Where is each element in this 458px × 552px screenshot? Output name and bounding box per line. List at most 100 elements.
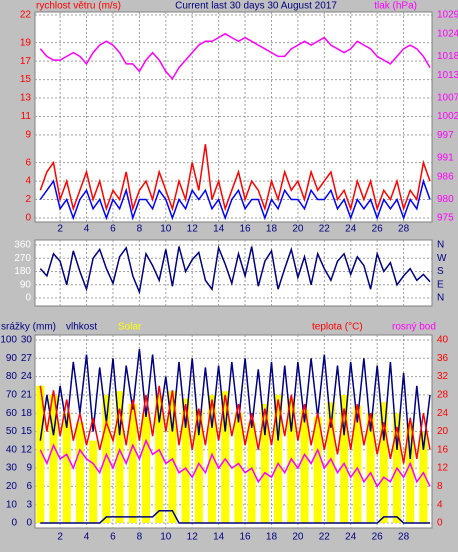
bar [274,394,283,523]
y-tick-label: 36 [437,353,449,364]
bar [419,431,428,523]
y-tick-label: 2 [25,194,31,205]
line [39,349,431,459]
y-tick-label: 1002 [437,111,458,122]
bar [36,385,45,523]
y-tick-label: 20 [437,426,449,437]
y-tick-label: 21 [21,390,33,401]
x-tick-label: 20 [292,224,304,235]
bar [168,391,177,523]
bar [406,422,415,523]
y-tick-label: 24 [437,408,449,419]
y-tick-label: 975 [437,213,454,224]
bar [89,440,98,523]
x-tick-label: 12 [187,532,199,543]
y-tick-label: 11 [21,111,32,122]
bar [287,398,296,523]
y-tick-label: 15 [20,74,32,85]
x-tick-label: 22 [319,224,331,235]
x-tick-label: 18 [266,224,278,235]
x-tick-label: 16 [239,224,251,235]
bar [353,405,362,523]
y-tick-label: 1024 [437,28,458,39]
x-tick-label: 22 [319,532,331,543]
x-tick-label: 2 [57,532,63,543]
y-tick-label: 0 [437,518,443,529]
y-tick-label: 15 [21,426,33,437]
bar [141,413,150,523]
x-tick-label: 26 [372,224,384,235]
y-tick-label: 20 [6,481,18,492]
legend-label: vlhkost [66,322,97,333]
bar [155,394,164,523]
y-tick-label: 22 [20,10,32,21]
y-tick-label: 0 [26,518,32,529]
bar [326,402,335,523]
y-tick-label: 9 [26,463,32,474]
bar [102,394,111,523]
bar [313,416,322,523]
y-tick-label: 1029 [437,10,458,21]
x-tick-label: 12 [187,224,199,235]
line [39,178,431,221]
bar [62,413,71,523]
bar [234,413,243,523]
y-tick-label: N [437,240,444,251]
y-tick-label: 70 [6,390,18,401]
axis-label: rychlost větru (m/s) [36,1,121,12]
y-tick-label: 90 [20,279,32,290]
y-tick-label: 991 [437,152,454,163]
y-tick-label: 80 [6,371,18,382]
x-tick-label: 28 [398,224,410,235]
y-tick-label: 9 [25,130,31,141]
bar [49,394,58,523]
y-tick-label: 18 [21,408,33,419]
y-tick-label: 60 [6,408,18,419]
bar [194,409,203,523]
y-tick-label: 40 [6,444,18,455]
y-tick-label: 997 [437,130,454,141]
y-tick-label: 32 [437,371,449,382]
bar [247,422,256,523]
legend-label: rosný bod [392,322,436,333]
axis-label: tlak (hPa) [374,1,417,12]
y-tick-label: 1018 [437,51,458,62]
line [39,385,431,464]
y-tick-label: 17 [20,56,32,67]
y-tick-label: 4 [437,499,443,510]
legend-label: teplota (°C) [312,322,363,333]
y-tick-label: 90 [6,353,18,364]
bar [221,391,230,523]
bar [366,413,375,523]
x-tick-label: 16 [239,532,251,543]
bar [115,391,124,523]
x-tick-label: 14 [213,532,225,543]
y-tick-label: 6 [26,481,32,492]
legend-label: Solar [118,322,142,333]
x-tick-label: 8 [137,532,143,543]
y-tick-label: E [437,279,444,290]
line [39,144,431,212]
x-tick-label: 6 [110,532,116,543]
bar [379,402,388,523]
y-tick-label: 12 [21,444,33,455]
x-tick-label: 10 [160,532,172,543]
y-tick-label: 360 [14,240,31,251]
y-tick-label: 30 [6,463,18,474]
bar [260,404,269,523]
x-tick-label: 24 [345,532,357,543]
x-tick-label: 20 [292,532,304,543]
y-tick-label: 10 [6,499,18,510]
chart-title: Current last 30 days 30 August 2017 [175,1,337,12]
bar [75,422,84,523]
y-tick-label: 1013 [437,70,458,81]
x-tick-label: 14 [213,224,225,235]
y-tick-label: 100 [0,335,17,346]
y-tick-label: 986 [437,171,454,182]
line [39,245,431,295]
y-tick-label: 19 [20,37,32,48]
bar [208,394,217,523]
bar [181,398,190,523]
line [39,32,431,81]
